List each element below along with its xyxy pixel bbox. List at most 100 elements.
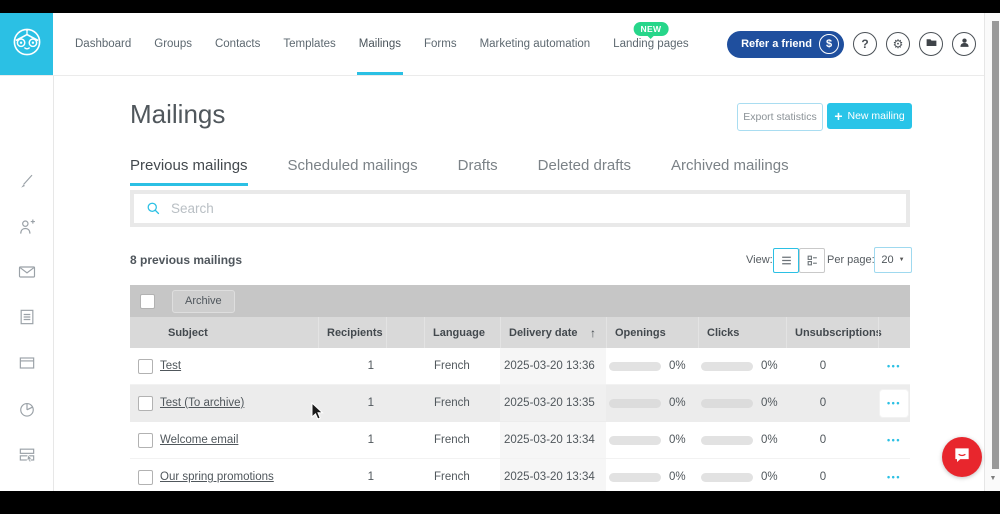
row-checkbox[interactable] [137, 469, 153, 485]
sort-ascending-icon: ↑ [590, 325, 596, 340]
clicks-progress-bar [701, 398, 753, 408]
sidebar-item-design[interactable] [0, 171, 53, 196]
tab-drafts[interactable]: Drafts [457, 157, 498, 174]
pie-chart-icon [17, 399, 37, 424]
sidebar-item-add-contact[interactable] [0, 217, 53, 242]
refer-a-friend-button[interactable]: Refer a friend $ [727, 30, 844, 58]
view-grid-button[interactable] [799, 248, 825, 273]
sidebar-item-archive[interactable] [0, 353, 53, 378]
clicks-progress-bar [701, 472, 753, 482]
clicks-progress-bar [701, 361, 753, 371]
files-button[interactable] [919, 32, 943, 56]
clicks-value: 0% [761, 397, 778, 409]
chat-support-button[interactable] [942, 437, 982, 477]
column-header-spacer [386, 317, 424, 348]
recipients-cell: 1 [367, 397, 374, 409]
owl-logo-icon [7, 22, 47, 67]
archive-button[interactable]: Archive [172, 289, 235, 313]
mailings-count: 8 previous mailings [130, 253, 243, 267]
tool-sidebar [0, 75, 54, 504]
brush-icon [17, 171, 37, 196]
mailing-subject-link[interactable]: Welcome email [160, 434, 239, 446]
column-header-unsubscriptions[interactable]: Unsubscriptions [786, 317, 882, 348]
brand-logo[interactable] [0, 13, 53, 75]
export-statistics-button[interactable]: Export statistics [737, 103, 823, 131]
select-all-checkbox[interactable] [140, 293, 155, 309]
sidebar-item-mailings[interactable] [0, 262, 53, 287]
row-more-button[interactable]: ••• [880, 389, 908, 417]
nav-item-contacts[interactable]: Contacts [214, 38, 261, 50]
openings-value: 0% [669, 434, 686, 446]
scrollbar-thumb[interactable] [992, 21, 999, 469]
nav-item-dashboard[interactable]: Dashboard [75, 38, 132, 50]
main-nav: Dashboard Groups Contacts Templates Mail… [75, 13, 689, 75]
delivery-date-cell: 2025-03-20 13:36 [500, 348, 606, 384]
row-checkbox[interactable] [137, 432, 153, 448]
nav-item-mailings[interactable]: Mailings [359, 13, 401, 75]
row-checkbox[interactable] [137, 358, 153, 374]
settings-button[interactable]: ⚙ [886, 32, 910, 56]
vertical-scrollbar[interactable]: ▼ [984, 13, 1000, 491]
tab-scheduled-mailings[interactable]: Scheduled mailings [287, 157, 418, 174]
tab-archived-mailings[interactable]: Archived mailings [671, 157, 789, 174]
nav-item-forms[interactable]: Forms [423, 38, 457, 50]
nav-item-landing-pages[interactable]: NEW Landing pages [613, 13, 689, 75]
refer-a-friend-label: Refer a friend [741, 38, 812, 50]
column-header-openings[interactable]: Openings [606, 317, 698, 348]
per-page-label: Per page: [827, 254, 875, 266]
row-more-button[interactable]: ••• [887, 434, 901, 445]
delivery-date-cell: 2025-03-20 13:34 [500, 459, 606, 495]
header-actions: Refer a friend $ ? ⚙ [727, 13, 976, 75]
help-icon: ? [861, 37, 869, 51]
mailing-subject-link[interactable]: Test [160, 360, 182, 372]
row-checkbox[interactable] [137, 395, 153, 411]
recipients-cell: 1 [367, 434, 374, 446]
clicks-value: 0% [761, 360, 778, 372]
unsubscriptions-cell: 0 [819, 434, 827, 446]
column-header-recipients[interactable]: Recipients [318, 317, 386, 348]
row-more-button[interactable]: ••• [887, 360, 901, 371]
tab-previous-mailings[interactable]: Previous mailings [130, 157, 248, 186]
sidebar-item-templates[interactable] [0, 307, 53, 332]
document-icon [17, 307, 37, 332]
recipients-cell: 1 [367, 360, 374, 372]
dollar-icon: $ [819, 34, 839, 54]
language-cell: French [434, 397, 470, 409]
bottom-letterbox-bar [0, 491, 1000, 514]
search-box [134, 194, 906, 223]
scrollbar-down-arrow[interactable]: ▼ [989, 475, 997, 482]
sidebar-item-statistics[interactable] [0, 399, 53, 424]
row-more-button[interactable]: ••• [887, 471, 901, 482]
envelope-icon [17, 262, 37, 287]
person-icon [958, 36, 971, 52]
per-page-select[interactable]: 20 ▼ [874, 247, 912, 273]
tab-deleted-drafts[interactable]: Deleted drafts [537, 157, 632, 174]
sidebar-item-landing-pages[interactable] [0, 445, 53, 470]
new-mailing-label: New mailing [847, 110, 905, 122]
unsubscriptions-cell: 0 [819, 397, 827, 409]
mailings-tabs: Previous mailings Scheduled mailings Dra… [130, 157, 789, 186]
account-button[interactable] [952, 32, 976, 56]
column-header-clicks[interactable]: Clicks [698, 317, 786, 348]
column-header-subject[interactable]: Subject [168, 326, 208, 339]
new-mailing-button[interactable]: + New mailing [827, 103, 912, 129]
mailing-subject-link[interactable]: Test (To archive) [160, 397, 245, 409]
nav-item-marketing-automation[interactable]: Marketing automation [479, 38, 591, 50]
previous-mailings-table: Archive Subject Recipients Language Deli… [130, 285, 910, 496]
table-row: Welcome email 1 French 2025-03-20 13:34 … [130, 422, 910, 459]
mailing-subject-link[interactable]: Our spring promotions [160, 471, 274, 483]
nav-item-templates[interactable]: Templates [283, 38, 336, 50]
gear-icon: ⚙ [892, 37, 904, 51]
help-button[interactable]: ? [853, 32, 877, 56]
nav-item-groups[interactable]: Groups [154, 38, 192, 50]
list-controls-row: 8 previous mailings View: Per page: 20 ▼ [130, 246, 912, 274]
tray-icon [17, 353, 37, 378]
bulk-actions-bar: Archive [130, 285, 910, 317]
view-list-button[interactable] [773, 248, 799, 273]
search-input[interactable] [169, 200, 906, 217]
column-header-language[interactable]: Language [424, 317, 500, 348]
delivery-date-cell: 2025-03-20 13:34 [500, 422, 606, 458]
header-checkbox-cell [130, 317, 160, 348]
column-header-delivery-date[interactable]: Delivery date ↑ [500, 317, 606, 348]
openings-progress-bar [609, 435, 661, 445]
